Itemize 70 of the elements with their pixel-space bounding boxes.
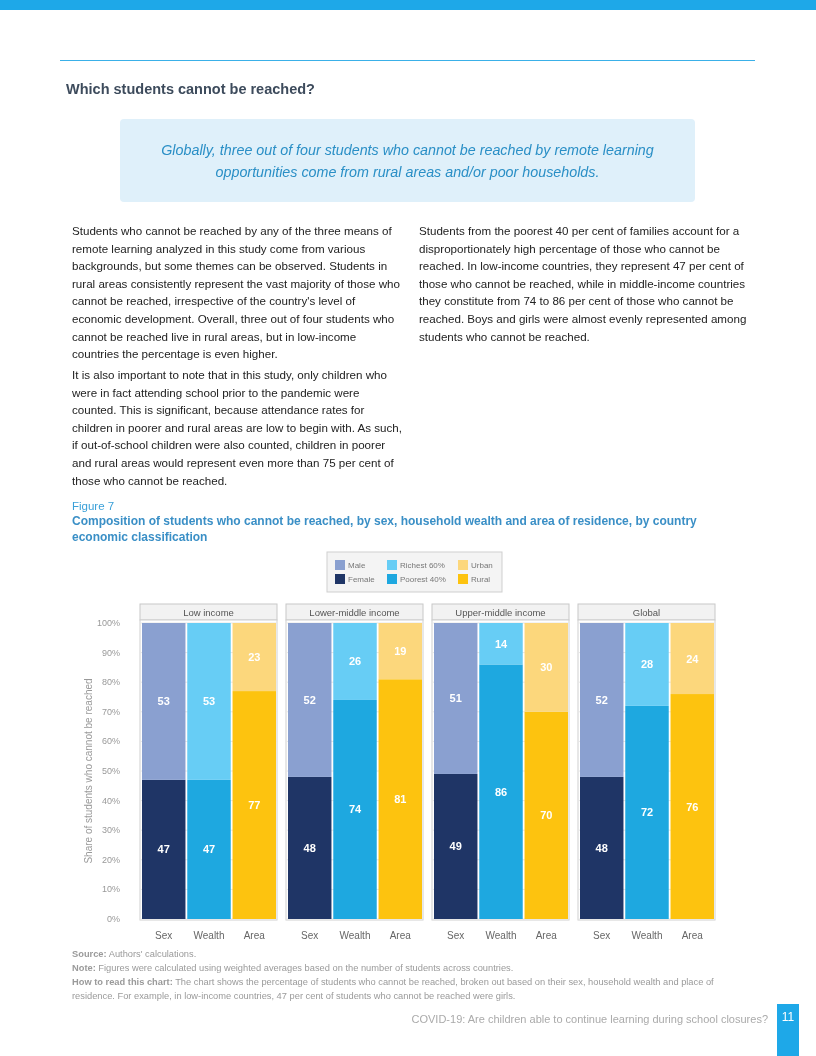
data-label: 19	[394, 645, 407, 658]
data-label: 28	[640, 658, 654, 671]
data-label: 26	[348, 655, 362, 668]
x-tick-label: Area	[535, 930, 558, 941]
chart-title: Lower-middle income	[309, 606, 400, 618]
data-label: 53	[202, 695, 216, 708]
data-label: 72	[640, 806, 654, 819]
legend-label: Rural	[471, 575, 491, 584]
text: 11	[777, 1004, 799, 1056]
y-tick-label: 40%	[101, 795, 120, 806]
data-label: 48	[303, 841, 316, 854]
text: Students from the poorest 40 per cent of families account for a disproportionately high percentage of those who cannot be reached. In low-income countries, they represent 47 per cent of those who cannot be reached, while in middle-income countries they constitute from 74 to 86 per cent of those who cannot be reached. Boys and girls were almost evenly represented among students who cannot be reached.	[419, 223, 748, 345]
data-label: 48	[595, 841, 608, 854]
x-tick-label: Sex	[301, 930, 319, 941]
chart-title: Low income	[183, 606, 234, 618]
data-label: 70	[540, 809, 553, 822]
chart-title: Global	[632, 606, 661, 618]
text: Globally, three out of four students who cannot be reached by remote learning opportunities come from rural areas and/or poor households.	[160, 140, 655, 182]
data-label: 51	[449, 692, 462, 705]
data-label: 52	[303, 693, 316, 706]
data-label: 86	[494, 785, 508, 798]
text: Composition of students who cannot be reached, by sex, household wealth and area of residence, by country economic classification	[72, 514, 698, 545]
data-label: 81	[394, 793, 407, 806]
x-tick-label: Area	[243, 930, 266, 941]
data-label: 14	[494, 637, 508, 650]
data-label: 52	[595, 693, 608, 706]
data-label: 74	[348, 803, 362, 816]
text: COVID-19: Are children able to continue learning during school closures?	[411, 1013, 768, 1025]
data-label: 53	[157, 695, 170, 708]
legend-label: Poorest 40%	[400, 575, 446, 584]
x-tick-label: Sex	[447, 930, 465, 941]
text: Students who cannot be reached by any of the three means of remote learning analyzed in this study come from various backgrounds, but some themes can be observed. Students in rural areas consistently represent the vast majority of those who cannot be reached, irrespective of the country's level of economic development. Overall, three out of four students who cannot be reached live in rural areas, but in low-income countries the percentage is even higher.	[72, 223, 401, 363]
data-label: 77	[248, 799, 261, 812]
y-axis-title: Share of students who cannot be reached	[83, 678, 94, 864]
y-tick-label: 50%	[101, 766, 120, 776]
legend-label: Urban	[471, 561, 493, 570]
data-label: 47	[157, 843, 170, 856]
data-label: 76	[686, 800, 699, 813]
y-tick-label: 20%	[101, 854, 120, 865]
text: It is also important to note that in this study, only children who were in fact attending school prior to the pandemic were counted. This is significant, because attendance rates for children in poorer and rural areas are low to begin with. As such, if out-of-school children were also counted, children in poorer and rural areas would represent even more than 75 per cent of those who cannot be reached.	[72, 367, 403, 489]
x-tick-label: Area	[681, 930, 704, 941]
x-tick-label: Wealth	[339, 930, 371, 941]
x-tick-label: Wealth	[485, 930, 517, 941]
y-tick-label: 80%	[101, 677, 120, 688]
data-label: 47	[202, 843, 216, 856]
text: Note: Figures were calculated using weighted averages based on the number of students across countries.	[72, 962, 515, 975]
y-tick-label: 100%	[96, 618, 120, 628]
y-tick-label: 0%	[106, 914, 120, 924]
x-tick-label: Wealth	[631, 930, 663, 941]
legend-label: Male	[348, 561, 366, 570]
x-tick-label: Sex	[593, 930, 611, 941]
x-tick-label: Wealth	[193, 930, 225, 941]
text: How to read this chart: The chart shows the percentage of students who cannot be reached, broken out based on their sex, household wealth and place of residence. For example, in low-income countries, 47 per cent of students who cannot be reached were girls.	[72, 976, 715, 1003]
data-label: 23	[248, 651, 261, 664]
chart-title: Upper-middle income	[455, 606, 546, 618]
source-note: Source: Authors' calculations.	[72, 948, 198, 961]
data-label: 49	[449, 840, 462, 853]
y-tick-label: 90%	[101, 647, 120, 658]
legend-label: Richest 60%	[400, 561, 445, 570]
data-label: 24	[686, 652, 700, 665]
legend-label: Female	[348, 575, 376, 584]
y-tick-label: 30%	[101, 825, 120, 836]
x-tick-label: Sex	[155, 930, 173, 941]
y-tick-label: 60%	[101, 736, 120, 747]
text: Which students cannot be reached?	[66, 81, 315, 97]
y-tick-label: 10%	[101, 884, 120, 895]
x-tick-label: Area	[389, 930, 412, 941]
y-tick-label: 70%	[101, 706, 120, 717]
caption: Figure 7	[72, 500, 115, 512]
data-label: 30	[540, 661, 553, 674]
